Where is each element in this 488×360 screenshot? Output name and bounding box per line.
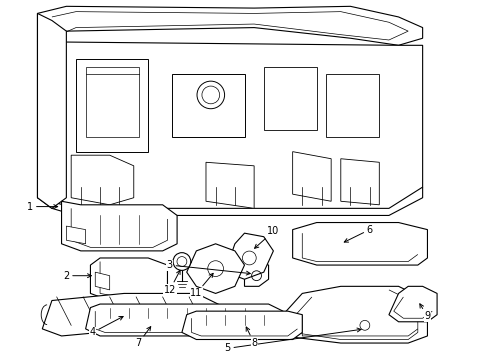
Polygon shape	[38, 13, 66, 208]
Polygon shape	[61, 201, 177, 251]
Polygon shape	[42, 293, 225, 336]
Text: 11: 11	[190, 273, 213, 298]
Polygon shape	[66, 226, 85, 244]
Polygon shape	[85, 304, 283, 336]
Polygon shape	[225, 233, 273, 279]
Polygon shape	[38, 42, 422, 208]
Polygon shape	[292, 152, 330, 201]
Polygon shape	[76, 59, 148, 152]
Polygon shape	[182, 311, 302, 339]
Text: 12: 12	[163, 270, 180, 295]
Polygon shape	[283, 286, 427, 343]
Polygon shape	[90, 258, 167, 301]
Circle shape	[173, 253, 190, 270]
Polygon shape	[340, 159, 379, 205]
Polygon shape	[172, 74, 244, 138]
Polygon shape	[325, 74, 379, 138]
Polygon shape	[292, 222, 427, 265]
Polygon shape	[205, 162, 254, 208]
Text: 5: 5	[224, 328, 360, 354]
Text: 8: 8	[245, 327, 257, 348]
Polygon shape	[263, 67, 316, 130]
Polygon shape	[71, 155, 134, 205]
Polygon shape	[186, 244, 244, 293]
Polygon shape	[388, 286, 436, 322]
Text: 9: 9	[419, 304, 429, 321]
Polygon shape	[95, 272, 109, 290]
Polygon shape	[244, 261, 268, 286]
Text: 3: 3	[166, 260, 250, 275]
Polygon shape	[38, 6, 422, 45]
Text: 7: 7	[135, 327, 150, 348]
Text: 1: 1	[27, 202, 58, 212]
Text: 2: 2	[63, 271, 91, 281]
Text: 4: 4	[90, 316, 123, 337]
Text: 10: 10	[254, 226, 279, 248]
Text: 6: 6	[344, 225, 372, 242]
